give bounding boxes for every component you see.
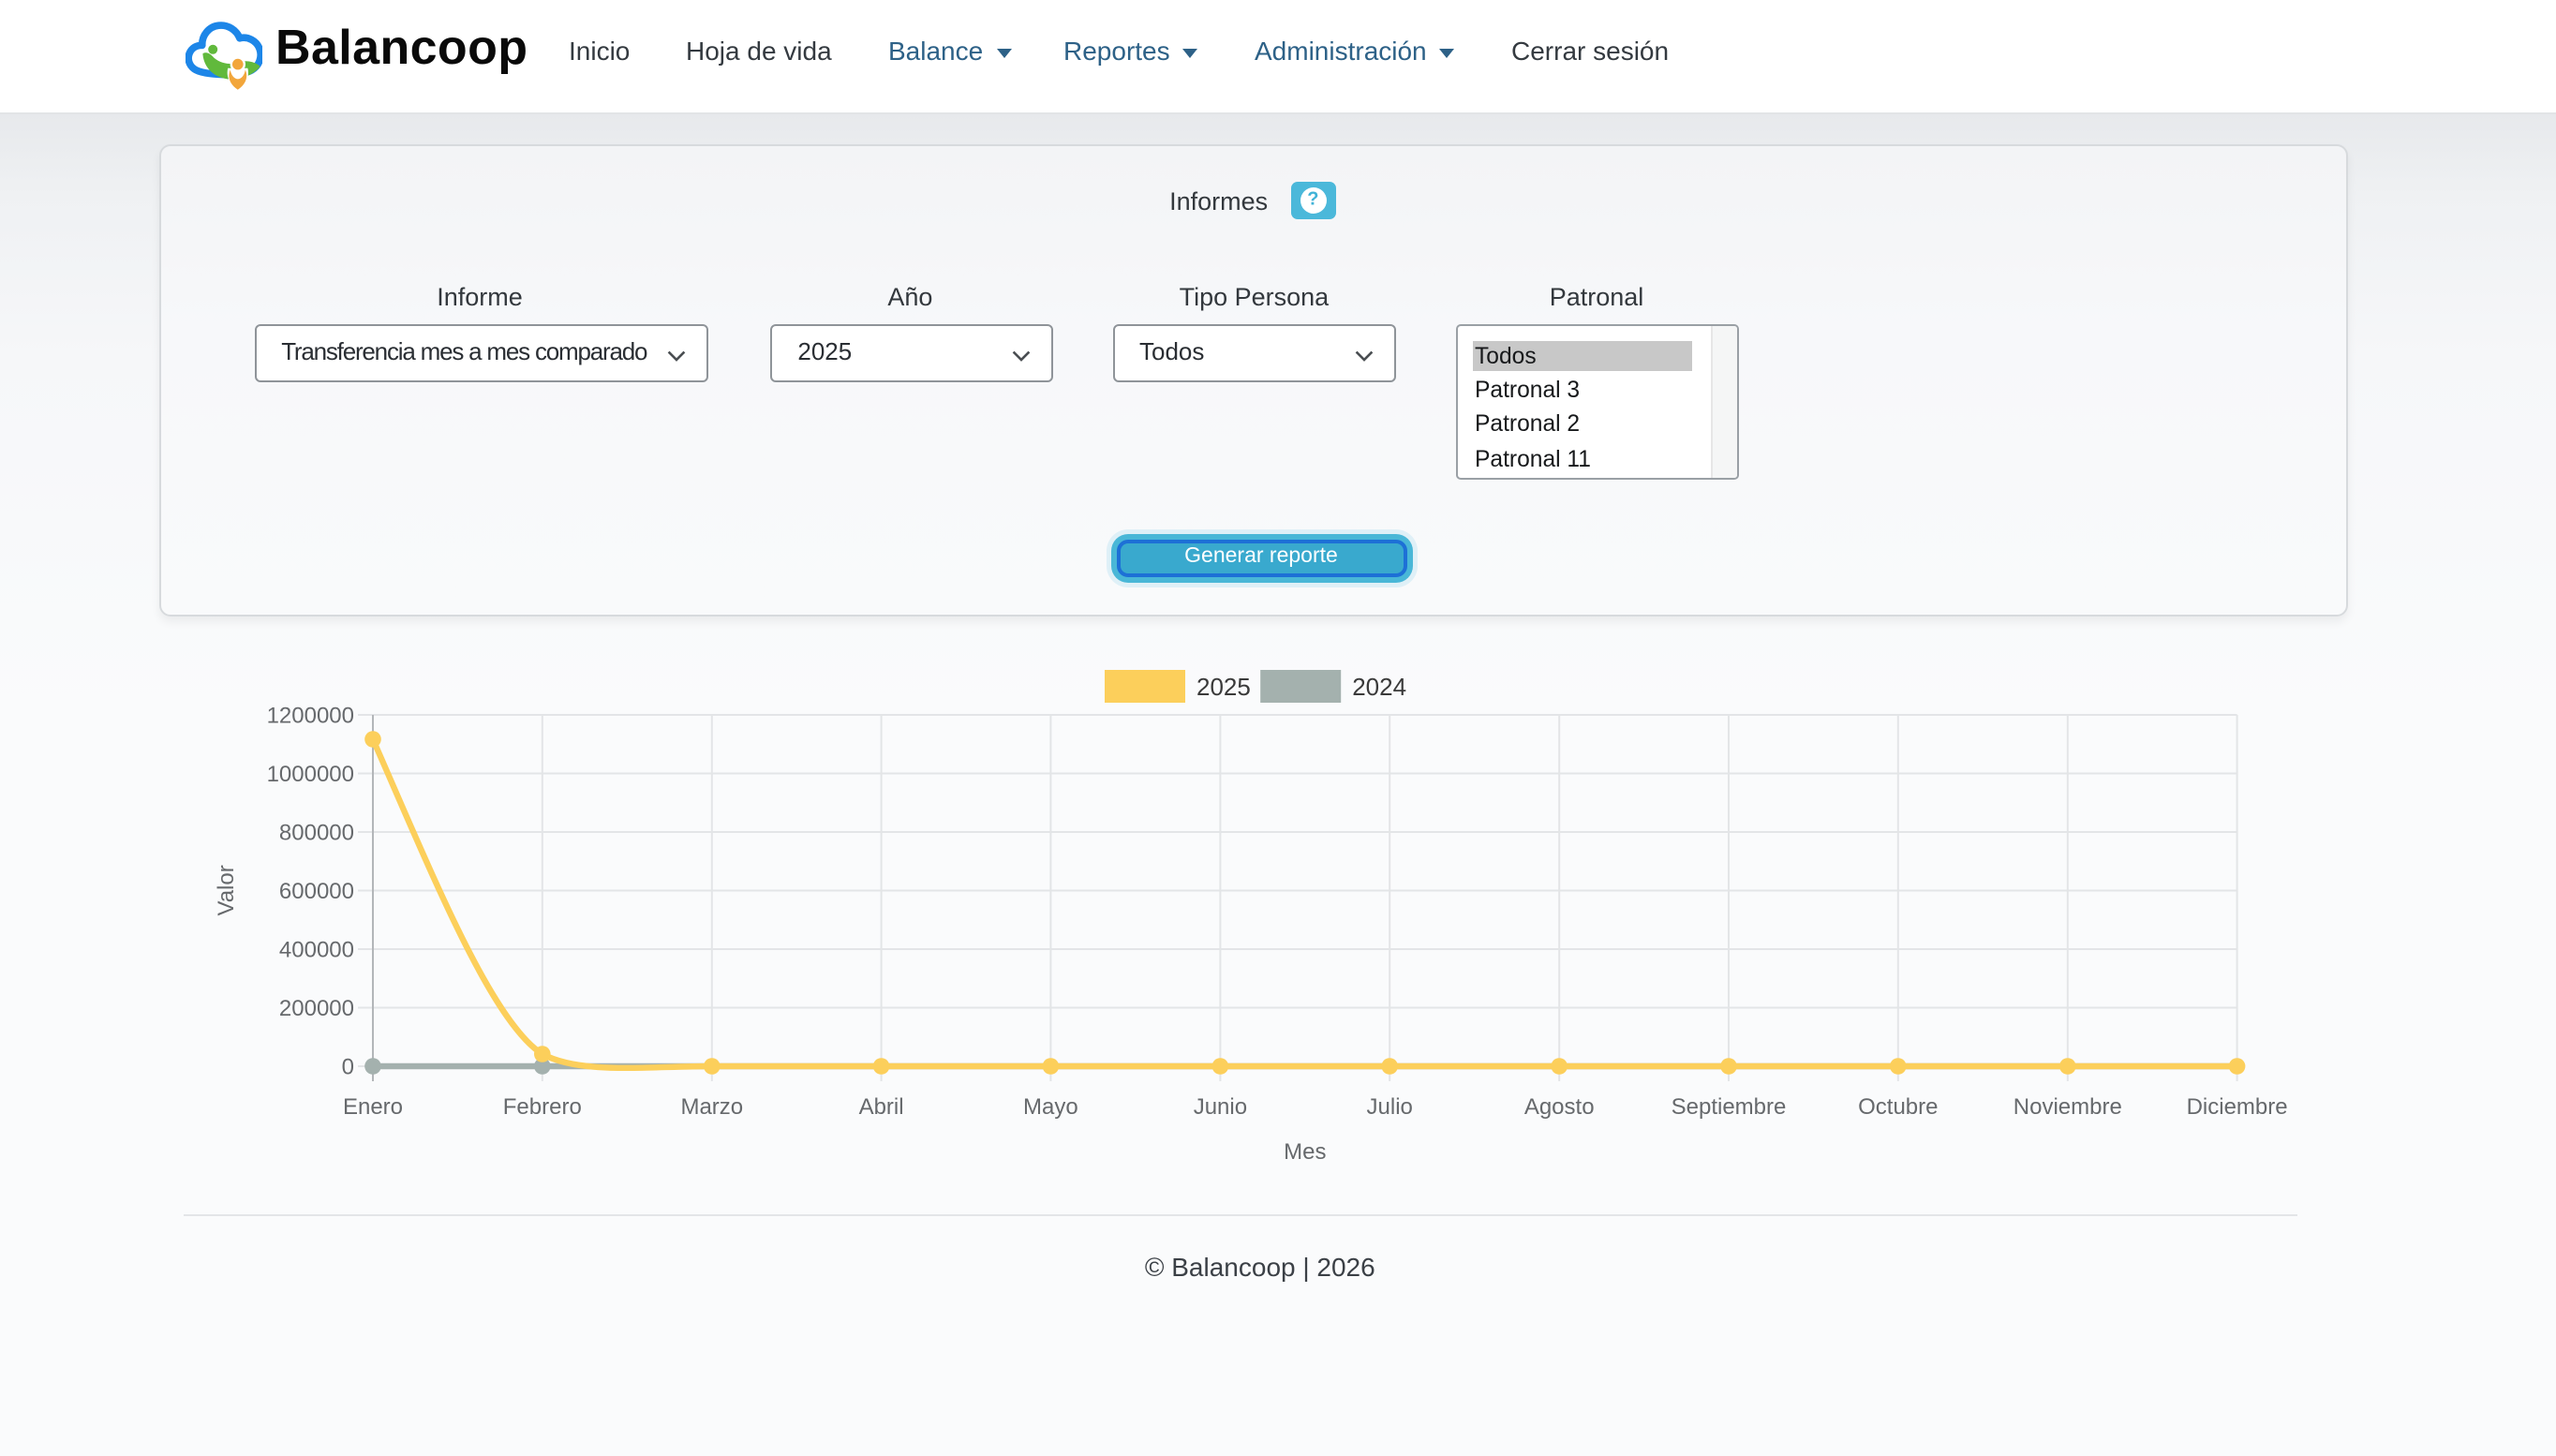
svg-text:1200000: 1200000 <box>267 704 354 729</box>
svg-text:Noviembre: Noviembre <box>2014 1094 2122 1120</box>
svg-text:Marzo: Marzo <box>680 1094 743 1120</box>
svg-text:Enero: Enero <box>343 1094 403 1120</box>
svg-text:800000: 800000 <box>279 821 354 846</box>
svg-text:0: 0 <box>342 1055 354 1080</box>
svg-text:Junio: Junio <box>1194 1094 1247 1120</box>
svg-text:Valor: Valor <box>214 865 239 915</box>
svg-text:2025: 2025 <box>1196 673 1251 701</box>
svg-text:Octubre: Octubre <box>1858 1094 1938 1120</box>
svg-text:Diciembre: Diciembre <box>2187 1094 2288 1120</box>
svg-text:1000000: 1000000 <box>267 762 354 787</box>
svg-text:Mes: Mes <box>1284 1139 1326 1165</box>
svg-text:Julio: Julio <box>1367 1094 1413 1120</box>
svg-text:200000: 200000 <box>279 996 354 1021</box>
svg-text:Agosto: Agosto <box>1524 1094 1595 1120</box>
svg-text:Abril: Abril <box>859 1094 904 1120</box>
svg-text:Septiembre: Septiembre <box>1672 1094 1787 1120</box>
svg-text:Mayo: Mayo <box>1023 1094 1078 1120</box>
svg-text:400000: 400000 <box>279 938 354 963</box>
svg-text:600000: 600000 <box>279 879 354 904</box>
svg-text:2024: 2024 <box>1352 673 1406 701</box>
svg-text:Febrero: Febrero <box>503 1094 582 1120</box>
